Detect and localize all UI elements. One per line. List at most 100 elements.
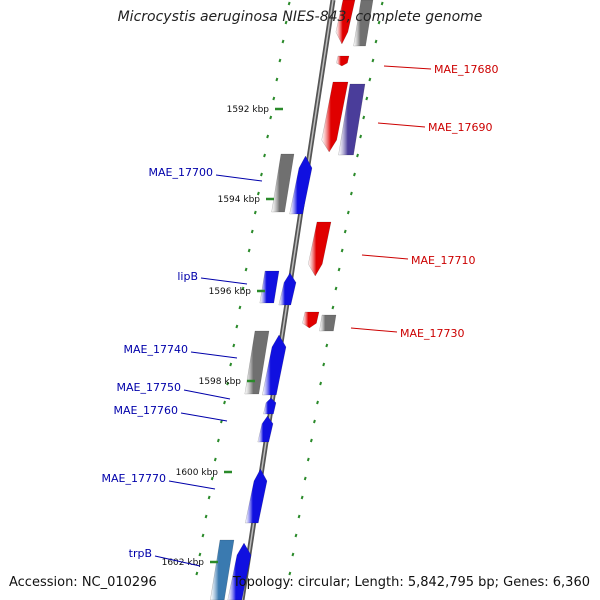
gene-grey [353,0,374,47]
outer-dotted-track [316,400,319,405]
gene-label-leader [180,412,228,422]
gene-forward-trpb [227,542,252,600]
outer-dotted-track [306,457,310,462]
outer-dotted-track [303,476,307,481]
outer-dotted-track [380,1,384,6]
gene-label-leader [183,389,231,400]
inner-dotted-track [278,58,282,63]
gene-forward-mae17740 [261,334,287,396]
inner-dotted-track [238,305,242,310]
outer-dotted-track [300,495,304,500]
inner-dotted-track [266,134,270,139]
scale-tick-label: 1594 kbp [218,195,261,205]
inner-dotted-track [244,267,248,272]
outer-dotted-track [362,115,366,120]
inner-dotted-track [232,343,236,348]
inner-dotted-track [260,172,263,177]
gene-forward-mae17760 [257,415,274,443]
gene-grey-mae17700 [271,153,295,213]
gene-label: MAE_17740 [124,343,188,356]
outer-dotted-track [365,96,369,101]
outer-dotted-track [297,514,301,519]
outer-dotted-track [294,533,298,538]
gene-grey-mae17740 [244,330,270,395]
outer-dotted-track [374,39,378,44]
gene-label: MAE_17700 [149,166,213,179]
outer-dotted-track [359,134,363,139]
inner-dotted-track [210,476,214,481]
gene-label-leader [190,351,238,359]
gene-reverse-mae17710 [307,221,332,277]
inner-dotted-track [263,153,267,158]
gene-label-leader [215,174,263,182]
outer-dotted-track [343,229,347,234]
outer-dotted-track [349,191,353,196]
inner-dotted-track [213,457,217,462]
gene-label: MAE_17750 [117,381,181,394]
gene-label: MAE_17710 [411,254,475,267]
gene-reverse-mae17680 [336,55,350,67]
inner-dotted-track [204,514,208,519]
inner-dotted-track [235,324,239,329]
outer-dotted-track [371,58,375,63]
outer-dotted-track [346,210,350,215]
scale-tick-label: 1600 kbp [176,468,219,478]
gene-reverse-mae17730 [302,311,320,329]
gene-label: MAE_17730 [400,327,464,340]
inner-dotted-track [216,438,220,443]
outer-dotted-track [309,438,313,443]
gene-reverse-mae17690 [321,81,349,153]
gene-forward-mae17750 [263,397,277,415]
gene-forward-mae17770 [244,468,268,524]
outer-dotted-track [313,419,316,424]
outer-dotted-track [291,552,295,557]
gene-label-leader [377,122,426,128]
gene-grey-mae17730 [319,314,337,332]
inner-dotted-track [272,96,276,101]
gene-purple-mae17690 [338,83,366,156]
scale-tick-label: 1602 kbp [162,558,205,568]
scale-tick-label: 1592 kbp [227,105,270,115]
inner-dotted-track [201,533,205,538]
outer-dotted-track [334,286,338,291]
gene-label-leader [154,555,201,567]
inner-dotted-track [253,210,257,215]
gene-label-leader [168,480,216,490]
inner-dotted-track [284,20,288,25]
inner-dotted-track [198,552,202,557]
inner-dotted-track [275,77,279,82]
scale-tick-label: 1598 kbp [199,377,242,387]
outer-dotted-track [322,362,326,367]
genome-summary: Topology: circular; Length: 5,842,795 bp… [232,575,590,590]
inner-dotted-track [195,571,199,576]
gene-label: MAE_17760 [114,404,178,417]
gene-label: MAE_17770 [102,472,166,485]
outer-dotted-track [337,267,341,272]
map-title: Microcystis aeruginosa NIES-843, complet… [117,9,483,25]
gene-label-leader [350,327,398,333]
gene-forward-lipb-2 [278,272,297,306]
outer-dotted-track [340,248,344,253]
outer-dotted-track [288,571,292,576]
inner-dotted-track [226,381,230,386]
inner-dotted-track [207,495,211,500]
outer-dotted-track [356,153,360,158]
inner-dotted-track [281,39,285,44]
gene-label: trpB [129,547,152,560]
outer-dotted-track [353,172,356,177]
inner-dotted-track [247,248,251,253]
inner-dotted-track [229,362,233,367]
gene-reverse [335,0,356,45]
inner-dotted-track [241,286,245,291]
inner-dotted-track [269,115,273,120]
gene-label: lipB [177,270,198,283]
scale-tick-label: 1596 kbp [209,287,252,297]
outer-dotted-track [319,381,323,386]
gene-steel-trpb [210,539,235,600]
inner-dotted-track [223,400,226,405]
inner-dotted-track [250,229,254,234]
gene-label-leader [383,65,432,70]
gene-label-leader [361,254,409,260]
inner-dotted-track [287,1,291,6]
